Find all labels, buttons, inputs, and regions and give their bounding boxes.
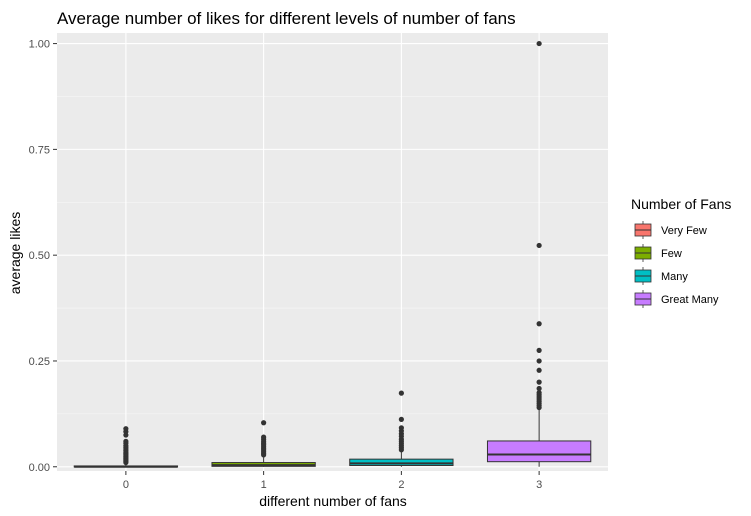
- x-axis-title: different number of fans: [259, 493, 407, 509]
- box-group: [486, 40, 592, 467]
- outlier-point: [536, 347, 542, 353]
- y-tick-label: 1.00: [29, 39, 50, 51]
- legend-title: Number of Fans: [631, 196, 731, 212]
- outlier-point: [536, 358, 542, 364]
- y-axis: 0.00 0.25 0.50 0.75 1.00: [29, 39, 57, 474]
- outlier-point: [398, 390, 404, 396]
- x-axis: 0 1 2 3: [123, 471, 542, 491]
- x-tick-label: 0: [123, 479, 129, 491]
- outlier-point: [261, 434, 267, 440]
- plot-panel: [57, 33, 608, 471]
- legend-label: Few: [661, 248, 682, 260]
- outlier-point: [536, 40, 542, 47]
- outlier-point: [536, 385, 542, 392]
- box-2: [349, 458, 454, 466]
- box-3: [486, 440, 592, 463]
- legend-label: Very Few: [661, 225, 707, 237]
- box-group: [349, 390, 454, 467]
- outlier-point: [123, 438, 129, 444]
- box-group: [73, 426, 179, 468]
- x-tick-label: 3: [536, 479, 542, 491]
- y-tick-label: 0.25: [29, 356, 50, 368]
- outlier-point: [123, 426, 129, 432]
- x-tick-label: 1: [261, 479, 267, 491]
- y-tick-label: 0.75: [29, 144, 50, 156]
- box-layer: [73, 40, 592, 468]
- y-tick-label: 0.00: [29, 462, 50, 474]
- outlier-point: [536, 321, 542, 327]
- outlier-point: [536, 379, 542, 385]
- chart-title: Average number of likes for different le…: [57, 9, 516, 28]
- legend-item: Great Many: [634, 290, 719, 308]
- legend-item: Many: [634, 267, 688, 285]
- outlier-point: [398, 425, 404, 431]
- y-tick-label: 0.50: [29, 250, 50, 262]
- outlier-point: [536, 390, 542, 396]
- y-axis-title: average likes: [7, 212, 23, 295]
- legend-label: Great Many: [661, 294, 719, 306]
- legend-item: Very Few: [634, 221, 707, 239]
- x-tick-label: 2: [398, 479, 404, 491]
- outlier-point: [536, 367, 542, 373]
- outlier-point: [398, 416, 404, 422]
- outlier-point: [536, 242, 542, 249]
- legend: Number of Fans Very Few Few Many Great Many: [631, 196, 731, 308]
- legend-label: Many: [661, 271, 688, 283]
- legend-item: Few: [634, 244, 682, 262]
- box-group: [211, 420, 316, 467]
- outlier-point: [261, 420, 267, 426]
